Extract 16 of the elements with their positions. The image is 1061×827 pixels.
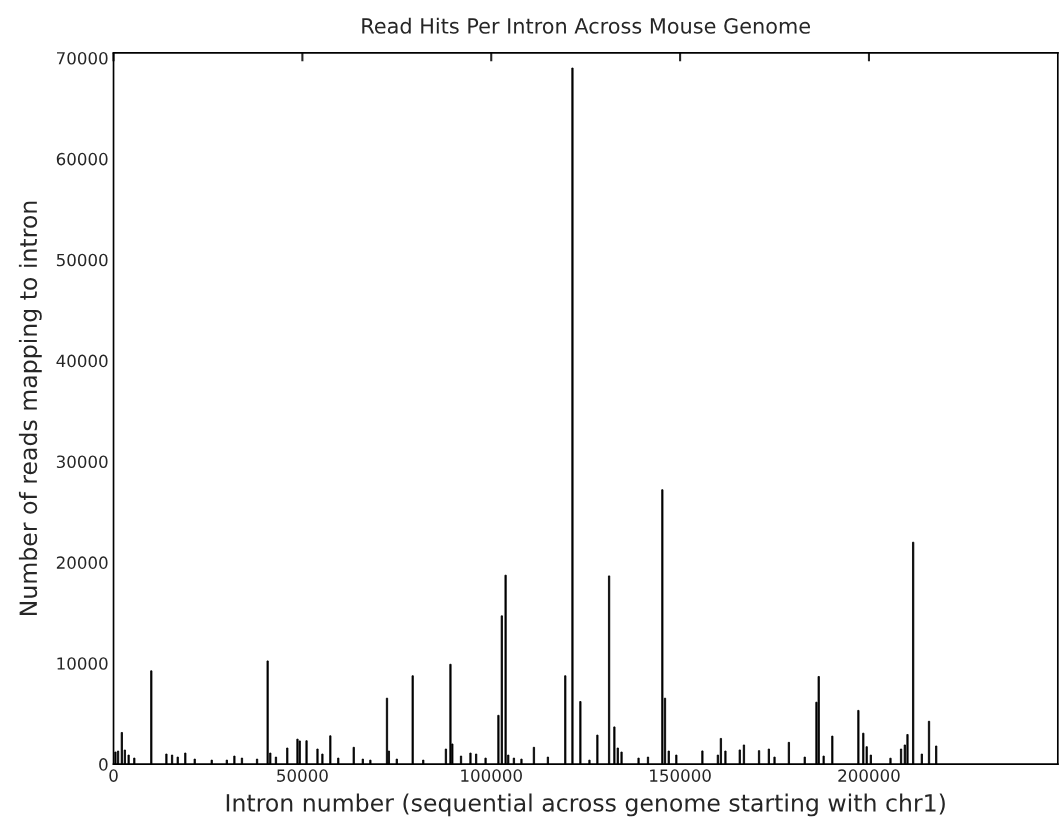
y-tick-label: 50000	[56, 253, 108, 267]
y-axis-title: Number of reads mapping to intron	[18, 201, 42, 616]
y-tick-label: 40000	[56, 354, 108, 368]
x-tick-label: 150000	[650, 769, 711, 782]
x-axis-title: Intron number (sequential across genome starting with chr1)	[226, 793, 945, 817]
x-tick-label: 100000	[461, 769, 522, 782]
y-tick-label: 10000	[57, 657, 108, 670]
y-tick-label: 0	[99, 758, 108, 771]
y-tick-label: 60000	[56, 152, 108, 166]
chart-title: Read Hits Per Intron Across Mouse Genome	[362, 17, 810, 34]
y-tick-label: 30000	[56, 455, 108, 469]
x-tick-label: 0	[109, 769, 118, 782]
y-tick-label: 70000	[57, 51, 108, 65]
x-tick-label: 200000	[838, 769, 900, 782]
x-tick-label: 50000	[277, 769, 328, 782]
y-tick-label: 20000	[56, 556, 108, 569]
